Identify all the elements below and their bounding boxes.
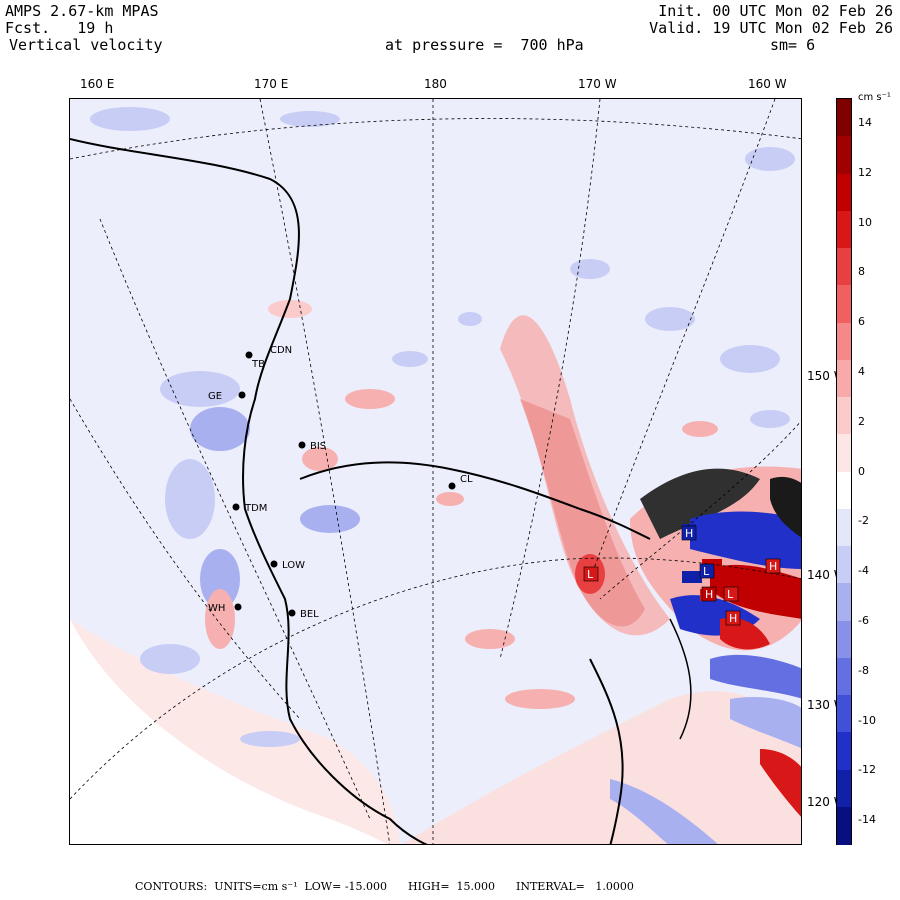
station-bis: BIS (310, 441, 326, 452)
colorbar-tick-label: 0 (858, 464, 865, 478)
coastline-east (589, 658, 624, 844)
colorbar-tick-label: 14 (858, 115, 872, 129)
colorbar-tick-label: 10 (858, 215, 872, 229)
init-time: Init. 00 UTC Mon 02 Feb 26 (658, 2, 893, 20)
colorbar-tick-label: -10 (858, 713, 876, 727)
hl-marker-6: H (705, 588, 713, 601)
colorbar-tick-label: -6 (858, 613, 869, 627)
colorbar-tick-label: -14 (858, 813, 876, 827)
station-ge: GE (208, 391, 222, 402)
valid-time: Valid. 19 UTC Mon 02 Feb 26 (649, 19, 893, 37)
colorbar-segment (837, 397, 851, 435)
colorbar-segment (837, 471, 851, 510)
station-cdn: CDN (270, 345, 292, 356)
colorbar-segment (837, 769, 851, 808)
colorbar-tick-label: 8 (858, 265, 865, 279)
hl-marker-7: H (729, 612, 737, 625)
colorbar-segment (837, 657, 851, 696)
colorbar-segment (837, 173, 851, 212)
colorbar-segment (837, 136, 851, 174)
colorbar-segment (837, 434, 851, 472)
colorbar-segment (837, 806, 851, 845)
colorbar-segment (837, 285, 851, 323)
colorbar-segment (837, 99, 851, 137)
pink-wave-core (520, 399, 645, 627)
model-title: AMPS 2.67-km MPAS (5, 2, 159, 20)
ross-ice-region (403, 691, 801, 844)
colorbar-tick-label: 4 (858, 364, 865, 378)
colorbar-segment (837, 583, 851, 621)
lon-label-170w: 170 W (578, 77, 617, 91)
colorbar-segment (837, 248, 851, 286)
hl-marker-4: L (703, 565, 710, 578)
coastline-inlet (669, 618, 692, 740)
station-cl: CL (460, 474, 473, 485)
station-tb: TB (251, 359, 265, 370)
intense-wave-region (610, 466, 801, 844)
colorbar-unit: cm s⁻¹ (858, 92, 891, 103)
colorbar-segment (837, 732, 851, 770)
ice-shelf-edge (299, 461, 651, 540)
colorbar-segment (837, 695, 851, 733)
colorbar-segment (837, 322, 851, 361)
colorbar-segment (837, 620, 851, 659)
station-wh: WH (208, 603, 225, 614)
colorbar-tick-label: -2 (858, 514, 869, 528)
map-canvas: CDN TB GE BIS TDM LOW WH BEL CL L L H L … (70, 99, 801, 844)
colorbar-tick-label: 6 (858, 315, 865, 329)
colorbar-segment (837, 359, 851, 398)
colorbar-tick-label: 12 (858, 165, 872, 179)
colorbar-tick-label: -12 (858, 763, 876, 777)
pressure-level: at pressure = 700 hPa (385, 36, 584, 54)
forecast-hour: Fcst. 19 h (5, 19, 114, 37)
colorbar (836, 98, 852, 845)
lon-label-170e: 170 E (254, 77, 289, 91)
lon-label-180: 180 (424, 77, 447, 91)
colorbar-tick-label: -4 (858, 564, 869, 578)
colorbar-segment (837, 210, 851, 249)
vertical-velocity-map: CDN TB GE BIS TDM LOW WH BEL CL L L H L … (69, 98, 802, 845)
lon-label-160w: 160 W (748, 77, 787, 91)
hl-marker-2: L (727, 588, 734, 601)
graticule (70, 99, 801, 844)
hl-marker-3: H (685, 527, 693, 540)
field-name: Vertical velocity (9, 36, 163, 54)
hl-marker-1: L (587, 568, 594, 581)
station-bel: BEL (300, 609, 319, 620)
highs-lows: L L H L H H H (583, 525, 781, 626)
colorbar-segment (837, 508, 851, 547)
station-markers (232, 351, 456, 617)
colorbar-tick-label: 2 (858, 414, 865, 428)
station-tdm: TDM (244, 503, 267, 514)
hl-marker-5: H (769, 560, 777, 573)
contour-footer: CONTOURS: UNITS=cm s⁻¹ LOW= -15.000 HIGH… (135, 880, 634, 893)
station-low: LOW (282, 560, 305, 571)
white-terrain-patch (70, 619, 387, 844)
coastline-west (70, 138, 428, 844)
smoothing-label: sm= 6 (770, 36, 816, 54)
lon-label-160e: 160 E (80, 77, 115, 91)
colorbar-segment (837, 546, 851, 584)
colorbar-tick-label: -8 (858, 663, 869, 677)
